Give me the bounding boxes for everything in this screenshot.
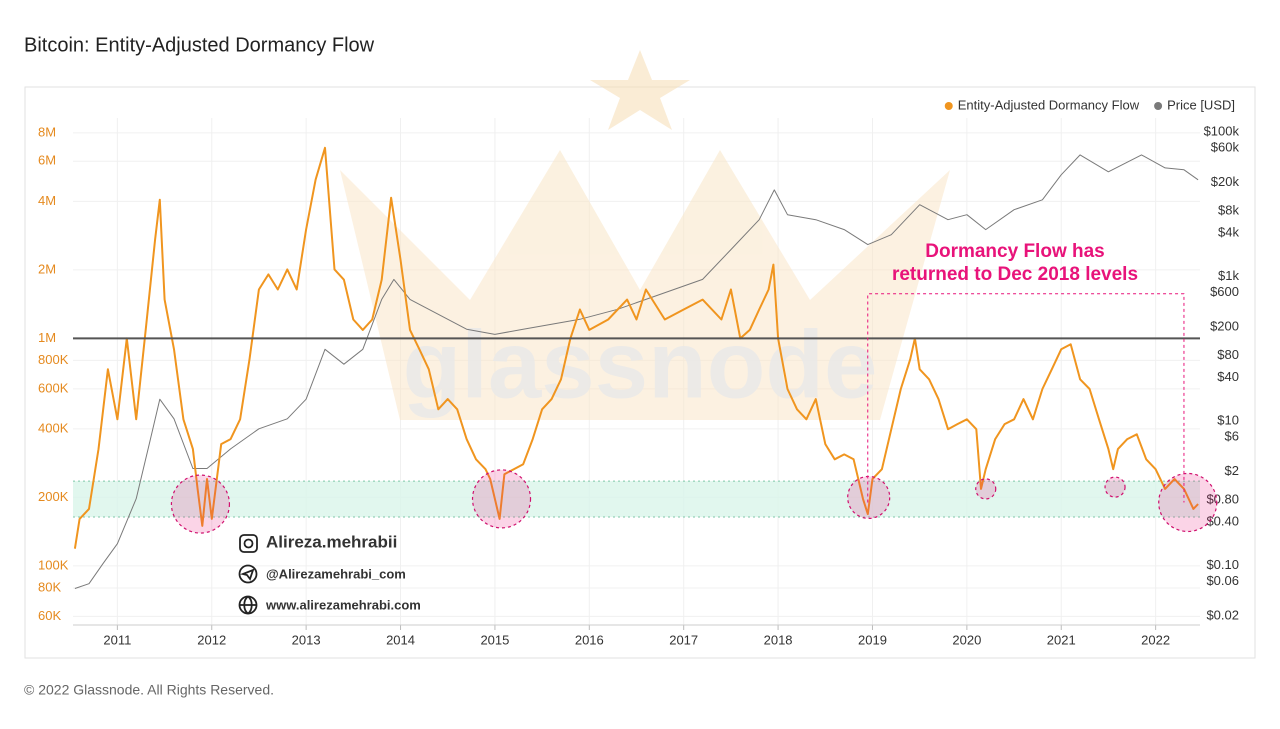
footer: © 2022 Glassnode. All Rights Reserved.: [24, 682, 274, 698]
y-tick-label: 100K: [38, 557, 69, 572]
y2-tick-label: $600: [1210, 284, 1239, 299]
y-tick-label: 4M: [38, 193, 56, 208]
band: [73, 481, 1200, 518]
y2-tick-label: $1k: [1218, 268, 1239, 283]
x-tick-label: 2015: [480, 632, 509, 647]
y2-tick-label: $6: [1225, 428, 1239, 443]
y-tick-label: 60K: [38, 608, 61, 623]
y-tick-label: 600K: [38, 380, 69, 395]
y-tick-label: 6M: [38, 153, 56, 168]
x-tick-label: 2013: [292, 632, 321, 647]
legend-marker: [1154, 102, 1163, 110]
watermark-text: glassnode: [403, 311, 878, 418]
annotation-text: returned to Dec 2018 levels: [892, 264, 1138, 285]
x-tick-label: 2022: [1141, 632, 1170, 647]
x-tick-label: 2011: [103, 632, 131, 647]
x-tick-label: 2014: [386, 632, 415, 647]
highlight-circle: [471, 469, 532, 529]
crown-star: [590, 50, 690, 130]
y2-tick-label: $0.02: [1206, 607, 1239, 622]
highlight-circle: [1104, 476, 1126, 498]
y2-tick-label: $100k: [1204, 123, 1240, 138]
highlight-circle: [1158, 472, 1218, 533]
contact-icons: [238, 534, 258, 615]
y-tick-label: 8M: [38, 124, 56, 139]
y2-tick-label: $0.80: [1206, 492, 1239, 507]
crown: [340, 150, 950, 420]
x-tick-label: 2019: [858, 632, 887, 647]
annotation-box: [867, 293, 1185, 503]
instagram-icon-lens: [243, 538, 254, 549]
y2-tick-label: $0.06: [1206, 573, 1239, 588]
y2-tick-label: $0.40: [1206, 513, 1239, 528]
y2-tick-label: $60k: [1211, 139, 1240, 154]
legend-label: Price [USD]: [1167, 97, 1235, 112]
x-tick-label: 2021: [1047, 632, 1076, 647]
y-tick-label: 1M: [38, 330, 56, 345]
contact-telegram: @Alirezamehrabi_com: [266, 566, 406, 581]
legend-label: Entity-Adjusted Dormancy Flow: [958, 97, 1140, 112]
y2-tick-label: $40: [1217, 369, 1239, 384]
x-tick-label: 2012: [197, 632, 226, 647]
web-icon-globe: [239, 595, 257, 615]
highlight-circle: [170, 474, 231, 534]
x-tick-label: 2020: [952, 632, 981, 647]
y2-tick-label: $0.10: [1206, 557, 1239, 572]
x-tick-label: 2016: [575, 632, 604, 647]
annotation-text: Dormancy Flow has: [925, 241, 1105, 262]
y2-tick-label: $2: [1225, 463, 1239, 478]
highlight-circle: [847, 475, 891, 520]
telegram-icon: [238, 564, 258, 584]
y-tick-label: 80K: [38, 579, 61, 594]
x-tick-label: 2018: [764, 632, 793, 647]
series-line: [73, 146, 1199, 549]
chart-title: Bitcoin: Entity-Adjusted Dormancy Flow: [24, 34, 375, 56]
y-tick-label: 400K: [38, 420, 69, 435]
contact-website: www.alirezamehrabi.com: [265, 597, 421, 612]
telegram-plane: [240, 568, 255, 581]
highlight-circle: [975, 478, 997, 500]
y2-tick-label: $200: [1210, 318, 1239, 333]
legend-marker: [944, 102, 953, 110]
y-tick-label: 800K: [38, 352, 69, 367]
y2-tick-label: $8k: [1218, 203, 1239, 218]
y-tick-label: 200K: [38, 489, 69, 504]
contact-instagram: Alireza.mehrabii: [266, 532, 397, 551]
y2-tick-label: $4k: [1218, 224, 1239, 239]
x-tick-label: 2017: [669, 632, 698, 647]
y2-tick-label: $80: [1217, 347, 1239, 362]
y2-tick-label: $10: [1217, 412, 1239, 427]
y2-tick-label: $20k: [1211, 174, 1240, 189]
instagram-icon: [239, 534, 258, 553]
series-line: [74, 154, 1199, 589]
watermark: [340, 50, 950, 420]
y-tick-label: 2M: [38, 261, 56, 276]
